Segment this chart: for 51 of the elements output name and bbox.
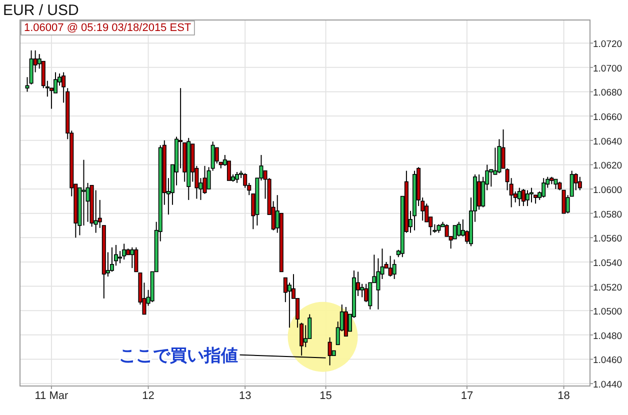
candlestick: [360, 283, 364, 298]
candlestick: [562, 190, 566, 214]
y-tick-label: 1.0600: [593, 185, 622, 196]
candlestick: [501, 128, 506, 169]
x-tick-label: 18: [558, 390, 570, 402]
candlestick: [525, 190, 530, 207]
candlestick: [578, 176, 582, 191]
y-tick-label: 1.0480: [593, 330, 622, 342]
y-tick-label: 1.0720: [593, 39, 622, 50]
chart-subtitle: 1.06007 @ 05:19 03/18/2015 EST: [24, 22, 192, 34]
candlestick: [110, 246, 114, 272]
candlestick: [542, 178, 546, 198]
y-tick-label: 1.0700: [593, 63, 622, 74]
y-tick-label: 1.0560: [593, 234, 622, 245]
y-tick-label: 1.0640: [593, 136, 622, 148]
x-tick-label: 15: [320, 390, 332, 402]
candlestick: [521, 188, 526, 207]
candlestick: [202, 165, 207, 194]
candlestick: [130, 246, 134, 269]
y-tick-label: 1.0540: [593, 258, 622, 269]
y-tick-label: 1.0440: [593, 380, 622, 391]
candlestick: [86, 182, 90, 222]
candlestick: [134, 246, 138, 272]
y-tick-label: 1.0660: [593, 112, 622, 124]
candlestick: [517, 187, 522, 207]
candlestick: [530, 187, 534, 203]
candlestick: [452, 225, 457, 240]
y-tick-label: 1.0680: [593, 88, 622, 99]
x-tick-label: 12: [142, 390, 154, 402]
candlestick: [388, 255, 392, 278]
candlestick: [456, 221, 461, 237]
x-tick-label: 11 Mar: [34, 390, 69, 402]
chart-title: EUR / USD: [3, 2, 80, 19]
candlestick: [444, 224, 449, 237]
annotation: ここで買い指値: [118, 346, 238, 365]
candlestick: [178, 88, 183, 169]
candlestick: [554, 178, 558, 190]
x-tick-label: 13: [238, 390, 252, 402]
y-tick-label: 1.0460: [593, 355, 622, 366]
candlestick: [235, 171, 240, 184]
x-tick-label: 17: [460, 390, 474, 402]
candlestick: [82, 159, 86, 226]
candlestick: [364, 283, 368, 303]
candlestick: [376, 258, 380, 310]
candlestick: [328, 336, 332, 366]
candlestick: [122, 243, 126, 260]
y-tick-label: 1.0520: [593, 282, 622, 294]
y-tick-label: 1.0500: [593, 306, 622, 318]
candlestick: [392, 259, 396, 280]
y-tick-label: 1.0580: [593, 209, 622, 220]
y-tick-label: 1.0620: [593, 160, 622, 172]
